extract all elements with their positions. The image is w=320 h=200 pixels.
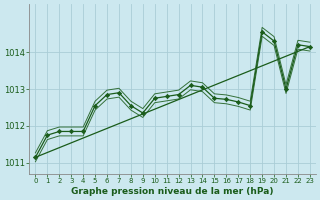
X-axis label: Graphe pression niveau de la mer (hPa): Graphe pression niveau de la mer (hPa) xyxy=(71,187,274,196)
